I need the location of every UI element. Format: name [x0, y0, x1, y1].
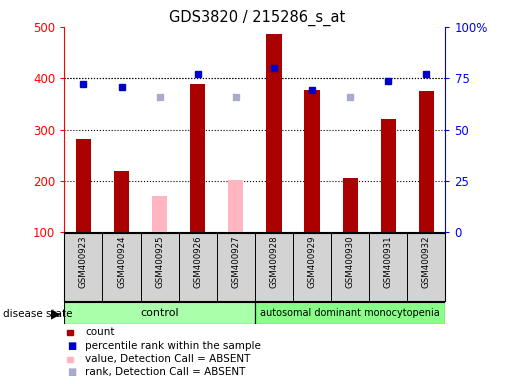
Bar — [255, 302, 445, 324]
Bar — [419, 91, 434, 232]
Text: ■: ■ — [67, 367, 76, 377]
Text: disease state: disease state — [3, 309, 72, 319]
Text: GDS3820 / 215286_s_at: GDS3820 / 215286_s_at — [169, 10, 346, 26]
Bar — [304, 89, 320, 232]
Text: GSM400924: GSM400924 — [117, 235, 126, 288]
Bar — [114, 170, 129, 232]
Text: value, Detection Call = ABSENT: value, Detection Call = ABSENT — [85, 354, 250, 364]
Text: ■: ■ — [67, 341, 76, 351]
Bar — [228, 180, 244, 232]
Text: GSM400927: GSM400927 — [231, 235, 241, 288]
Text: GSM400929: GSM400929 — [307, 235, 317, 288]
Text: autosomal dominant monocytopenia: autosomal dominant monocytopenia — [260, 308, 440, 318]
Text: GSM400923: GSM400923 — [79, 235, 88, 288]
Bar — [342, 179, 358, 232]
Bar — [190, 84, 205, 232]
Text: ▶: ▶ — [51, 308, 60, 321]
Bar — [266, 33, 282, 232]
Text: GSM400926: GSM400926 — [193, 235, 202, 288]
Text: rank, Detection Call = ABSENT: rank, Detection Call = ABSENT — [85, 367, 245, 377]
Text: GSM400932: GSM400932 — [422, 235, 431, 288]
Text: control: control — [141, 308, 179, 318]
Bar — [64, 302, 255, 324]
Text: GSM400931: GSM400931 — [384, 235, 393, 288]
Text: GSM400930: GSM400930 — [346, 235, 355, 288]
Text: count: count — [85, 327, 114, 337]
Text: GSM400928: GSM400928 — [269, 235, 279, 288]
Bar — [76, 139, 91, 232]
Text: percentile rank within the sample: percentile rank within the sample — [85, 341, 261, 351]
Text: GSM400925: GSM400925 — [155, 235, 164, 288]
Bar — [152, 196, 167, 232]
Bar — [381, 119, 396, 232]
